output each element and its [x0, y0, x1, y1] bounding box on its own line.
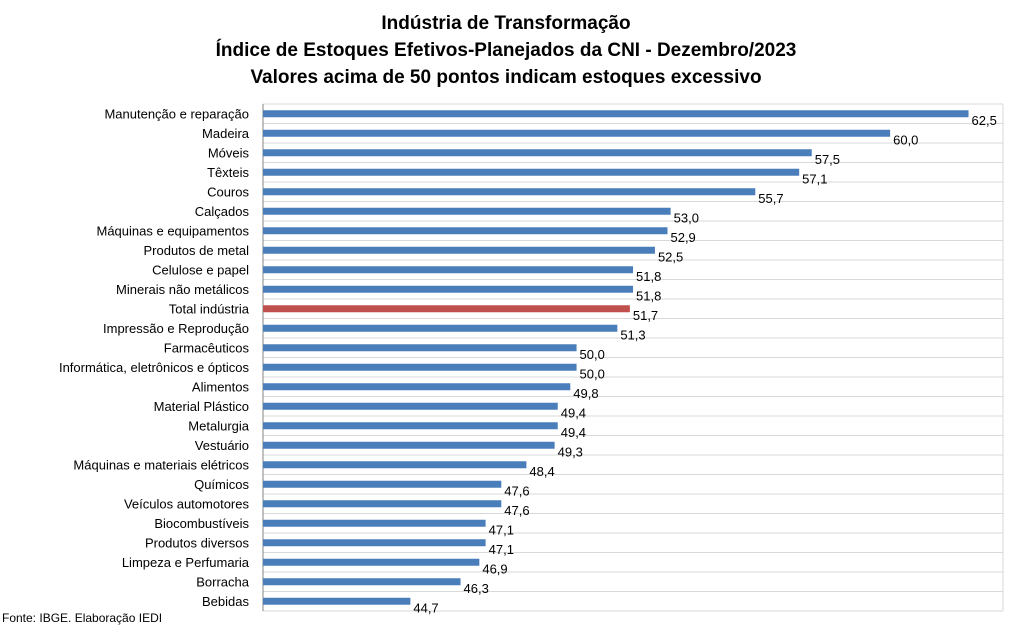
chart-subtitle: Índice de Estoques Efetivos-Planejados d…	[215, 40, 797, 61]
data-label: 49,4	[561, 425, 586, 440]
bar	[263, 441, 555, 449]
category-label: Minerais não metálicos	[116, 282, 249, 297]
category-label: Informática, eletrônicos e ópticos	[59, 360, 250, 375]
data-label: 51,3	[620, 327, 645, 342]
bar	[263, 207, 671, 215]
category-label: Biocombustíveis	[154, 516, 249, 531]
category-label: Madeira	[202, 126, 250, 141]
category-label: Produtos de metal	[143, 243, 249, 258]
category-label: Químicos	[194, 477, 249, 492]
data-label: 44,7	[413, 600, 438, 615]
category-label: Bebidas	[202, 594, 249, 609]
bar	[263, 558, 480, 566]
bar	[263, 363, 577, 371]
category-label: Alimentos	[192, 379, 250, 394]
bar	[263, 129, 891, 137]
bar	[263, 305, 630, 313]
bar	[263, 597, 411, 605]
bar	[263, 500, 502, 508]
data-label: 46,3	[464, 581, 489, 596]
bar	[263, 149, 812, 157]
data-label: 51,8	[636, 288, 661, 303]
data-label: 49,4	[561, 405, 586, 420]
data-label: 55,7	[758, 191, 783, 206]
data-label: 46,9	[482, 561, 507, 576]
bar	[263, 227, 668, 235]
data-label: 60,0	[893, 132, 918, 147]
bar	[263, 539, 486, 547]
data-label: 53,0	[674, 210, 699, 225]
bar	[263, 188, 756, 196]
bar	[263, 168, 800, 176]
data-label: 52,9	[670, 230, 695, 245]
category-label: Máquinas e equipamentos	[97, 223, 250, 238]
category-label: Têxteis	[207, 165, 249, 180]
bar	[263, 402, 558, 410]
category-label: Móveis	[208, 145, 250, 160]
bar	[263, 519, 486, 527]
bar	[263, 383, 571, 391]
data-label: 49,8	[573, 386, 598, 401]
data-label: 50,0	[580, 347, 605, 362]
source-note: Fonte: IBGE. Elaboração IEDI	[2, 611, 163, 625]
bar	[263, 480, 502, 488]
bar	[263, 285, 633, 293]
data-label: 51,7	[633, 308, 658, 323]
chart-title-block: Indústria de Transformação Índice de Est…	[0, 10, 1012, 91]
category-label: Material Plástico	[154, 399, 249, 414]
data-label: 52,5	[658, 249, 683, 264]
category-label: Manutenção e reparação	[104, 106, 249, 121]
data-label: 47,6	[504, 503, 529, 518]
category-label: Máquinas e materiais elétricos	[73, 457, 249, 472]
bar	[263, 266, 633, 274]
bar	[263, 324, 618, 332]
category-label: Impressão e Reprodução	[103, 321, 249, 336]
data-label: 50,0	[580, 366, 605, 381]
bar	[263, 344, 577, 352]
category-label: Limpeza e Perfumaria	[122, 555, 250, 570]
bar	[263, 110, 969, 118]
category-label: Farmacêuticos	[164, 340, 250, 355]
category-label: Total indústria	[169, 301, 250, 316]
data-label: 62,5	[972, 113, 997, 128]
bar	[263, 578, 461, 586]
bar	[263, 422, 558, 430]
data-label: 47,1	[489, 542, 514, 557]
data-label: 47,6	[504, 483, 529, 498]
bar	[263, 461, 527, 469]
bar	[263, 246, 655, 254]
data-label: 51,8	[636, 269, 661, 284]
category-label: Vestuário	[195, 438, 249, 453]
category-label: Borracha	[196, 574, 250, 589]
chart-subtitle-2: Valores acima de 50 pontos indicam estoq…	[250, 67, 762, 88]
category-label: Metalurgia	[188, 418, 249, 433]
category-label: Celulose e papel	[152, 262, 249, 277]
category-label: Calçados	[195, 204, 250, 219]
category-label: Produtos diversos	[145, 535, 250, 550]
data-label: 48,4	[529, 464, 554, 479]
category-label: Veículos automotores	[124, 496, 250, 511]
data-label: 49,3	[558, 444, 583, 459]
category-label: Couros	[207, 184, 249, 199]
data-label: 57,5	[815, 152, 840, 167]
data-label: 47,1	[489, 522, 514, 537]
data-label: 57,1	[802, 171, 827, 186]
chart-title: Indústria de Transformação	[381, 13, 631, 34]
